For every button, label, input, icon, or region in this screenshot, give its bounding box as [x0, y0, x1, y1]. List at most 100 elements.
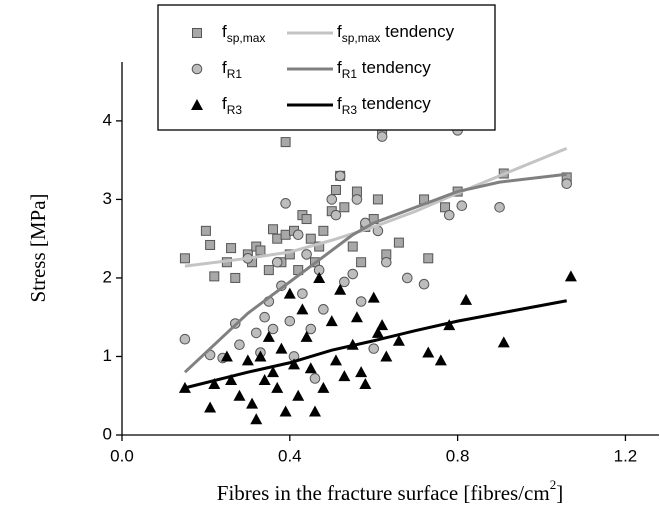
point: [271, 256, 283, 268]
point: [561, 178, 573, 190]
point: [284, 249, 295, 260]
point: [443, 209, 455, 221]
point: [564, 270, 577, 282]
point: [371, 326, 384, 338]
point: [233, 389, 246, 401]
point: [280, 137, 291, 148]
point: [422, 346, 435, 358]
point: [179, 253, 190, 264]
point: [434, 354, 447, 366]
trend-line: [183, 172, 567, 374]
point: [460, 293, 473, 305]
point: [313, 271, 326, 283]
point: [280, 229, 291, 240]
point: [317, 381, 330, 393]
point: [351, 194, 363, 205]
point: [380, 350, 393, 362]
point: [350, 311, 363, 323]
point: [318, 225, 329, 236]
point: [283, 287, 296, 299]
trend-line: [184, 146, 568, 268]
point: [272, 233, 283, 244]
point: [267, 323, 279, 335]
point: [279, 405, 292, 417]
point: [334, 170, 346, 182]
point: [301, 214, 312, 225]
y-tick-label: 0: [103, 424, 112, 443]
point: [204, 401, 217, 413]
point: [456, 200, 468, 212]
point: [225, 374, 238, 386]
point: [330, 209, 342, 221]
y-tick-label: 1: [103, 346, 112, 365]
point: [288, 358, 301, 370]
point: [200, 225, 211, 236]
legend-label: fR1 tendency: [337, 58, 431, 81]
legend-label: fR3: [222, 94, 242, 117]
point: [209, 271, 220, 282]
point: [381, 256, 392, 268]
point: [300, 330, 313, 342]
point: [329, 354, 342, 366]
point: [284, 315, 296, 327]
point: [359, 377, 372, 389]
point: [259, 311, 270, 323]
point: [255, 245, 266, 256]
point: [305, 323, 317, 335]
point: [179, 333, 191, 345]
point: [440, 202, 451, 213]
point: [443, 319, 456, 331]
point: [367, 291, 380, 303]
point: [355, 296, 367, 307]
point: [330, 184, 341, 195]
y-tick-label: 4: [103, 110, 112, 129]
point: [368, 343, 380, 354]
point: [494, 201, 505, 213]
y-tick-label: 3: [103, 189, 112, 208]
legend-marker: [191, 63, 203, 75]
point: [268, 224, 279, 235]
point: [376, 319, 389, 331]
x-axis-label: Fibres in the fracture surface [fibres/c…: [217, 477, 563, 505]
point: [271, 381, 284, 393]
point: [280, 198, 291, 209]
point: [305, 233, 316, 244]
point: [292, 229, 304, 241]
point: [250, 413, 263, 425]
point: [393, 237, 404, 248]
x-tick-label: 0.8: [446, 446, 470, 465]
point: [356, 257, 367, 268]
point: [241, 354, 254, 366]
point: [254, 350, 267, 362]
point: [376, 131, 388, 142]
point: [318, 304, 329, 315]
point: [347, 268, 359, 280]
point: [334, 283, 347, 295]
x-tick-label: 1.2: [614, 446, 638, 465]
y-tick-label: 2: [103, 267, 112, 286]
y-axis-label: Stress [MPa]: [26, 193, 50, 302]
point: [326, 194, 338, 205]
legend-marker: [192, 28, 202, 38]
point: [208, 377, 221, 389]
point: [339, 202, 350, 213]
point: [304, 362, 317, 374]
point: [497, 336, 510, 348]
legend-label: fsp,max: [222, 22, 265, 45]
point: [339, 276, 350, 288]
trend-line: [184, 299, 567, 390]
point: [309, 373, 321, 384]
point: [338, 370, 351, 382]
point: [392, 334, 405, 346]
point: [220, 350, 233, 362]
point: [205, 239, 216, 250]
legend-label: fR3 tendency: [337, 94, 431, 117]
point: [325, 315, 338, 327]
point: [275, 342, 288, 354]
point: [292, 389, 305, 401]
legend-marker: [191, 99, 203, 110]
point: [423, 253, 434, 264]
point: [267, 366, 280, 378]
